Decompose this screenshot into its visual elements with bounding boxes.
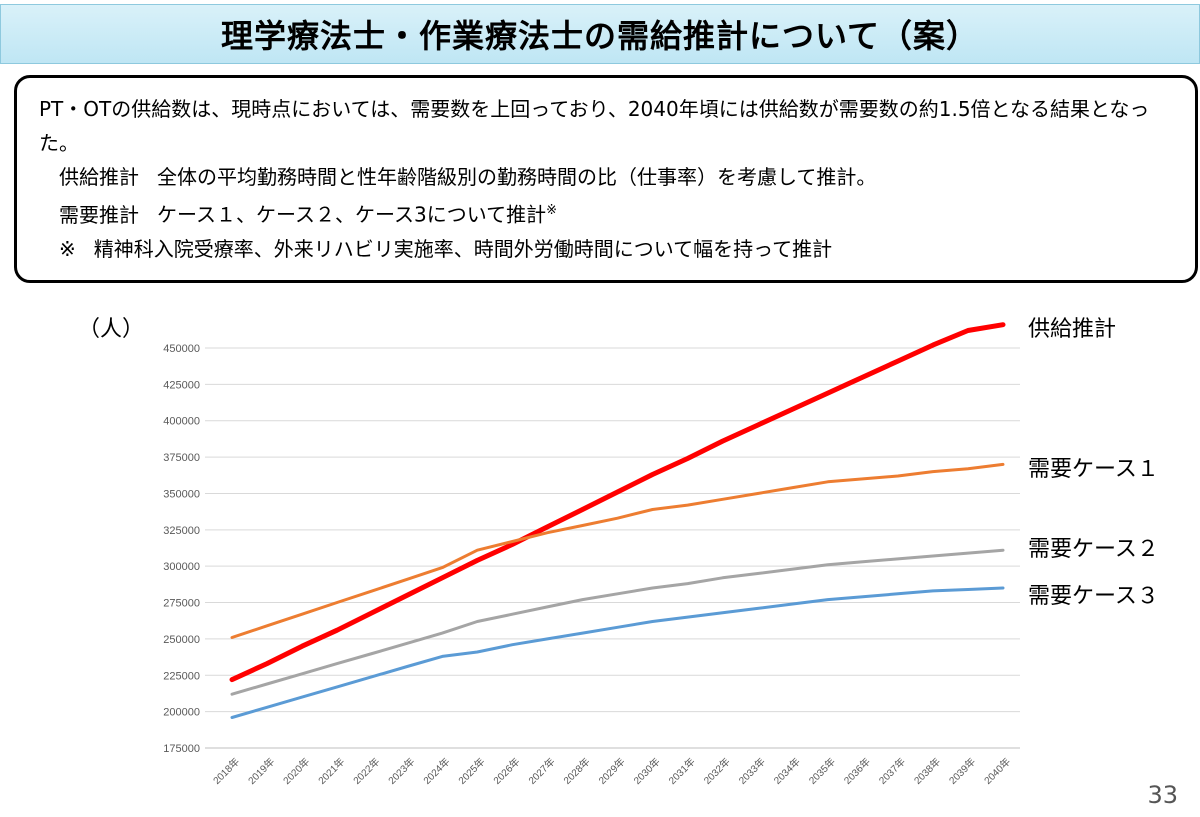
demand-tag: 需要推計 <box>59 202 139 227</box>
title-bar: 理学療法士・作業療法士の需給推計について（案） <box>0 4 1200 64</box>
x-tick-label: 2038年 <box>911 755 943 787</box>
x-tick-label: 2032年 <box>701 755 733 787</box>
y-tick-label: 225000 <box>163 670 200 682</box>
y-unit-label: （人） <box>78 316 144 341</box>
series-lines <box>229 322 1006 719</box>
page-title: 理学療法士・作業療法士の需給推計について（案） <box>220 17 980 55</box>
summary-line: PT・OTの供給数は、現時点においては、需要数を上回っており、2040年頃には供… <box>39 97 1150 155</box>
y-tick-label: 175000 <box>163 743 200 755</box>
x-tick-label: 2020年 <box>280 755 312 787</box>
series-line-2 <box>230 462 1005 639</box>
x-tick-label: 2030年 <box>631 755 663 787</box>
series-label-1: 供給推計 <box>1028 316 1116 341</box>
line-chart: 175000 200000 225000 250000 275000 300000 3250… <box>78 316 1159 787</box>
x-tick-label: 2034年 <box>771 755 803 787</box>
x-tick-label: 2019年 <box>245 755 277 787</box>
demand-text: ケース１、ケース２、ケース3について推計 <box>157 202 547 227</box>
x-tick-label: 2040年 <box>981 755 1013 787</box>
note-text: 精神科入院受療率、外来リハビリ実施率、時間外労働時間について幅を持って推計 <box>93 236 833 261</box>
y-tick-label: 425000 <box>163 379 200 391</box>
series-label-4: 需要ケース３ <box>1028 583 1159 608</box>
x-tick-label: 2018年 <box>210 755 242 787</box>
x-tick-label: 2026年 <box>490 755 522 787</box>
series-line-1 <box>229 322 1006 683</box>
x-tick-label: 2023年 <box>385 755 417 787</box>
y-tick-label: 375000 <box>163 452 200 464</box>
series-label-2: 需要ケース１ <box>1028 456 1159 481</box>
y-tick-label: 200000 <box>163 707 200 719</box>
demand-note-mark: ※ <box>546 203 558 218</box>
x-tick-label: 2039年 <box>946 755 978 787</box>
y-tick-label: 350000 <box>163 488 200 500</box>
x-tick-label: 2028年 <box>561 755 593 787</box>
note-line: ※ 精神科入院受療率、外来リハビリ実施率、時間外労働時間について幅を持って推計 <box>39 232 1175 266</box>
x-tick-label: 2037年 <box>876 755 908 787</box>
y-tick-label: 275000 <box>163 598 200 610</box>
x-tick-label: 2033年 <box>736 755 768 787</box>
x-tick-label: 2035年 <box>806 755 838 787</box>
page-number: 33 <box>1147 781 1178 809</box>
demand-estimate-line: 需要推計 ケース１、ケース２、ケース3について推計※ <box>39 194 1175 232</box>
x-tick-label: 2027年 <box>526 755 558 787</box>
supply-tag: 供給推計 <box>59 165 139 189</box>
y-axis-ticks: 175000 200000 225000 250000 275000 300000 3250… <box>163 343 200 755</box>
series-line-4 <box>230 586 1005 719</box>
x-axis-ticks: 2018年 2019年 2020年 2021年 2022年 2023年 2024年 2025年… <box>210 755 1013 787</box>
x-tick-label: 2021年 <box>315 755 347 787</box>
y-tick-label: 400000 <box>163 416 200 428</box>
series-label-3: 需要ケース２ <box>1028 536 1159 561</box>
series-line-3 <box>230 548 1005 696</box>
note-mark: ※ <box>59 236 76 261</box>
x-tick-label: 2029年 <box>596 755 628 787</box>
x-tick-label: 2025年 <box>455 755 487 787</box>
y-tick-label: 300000 <box>163 561 200 573</box>
x-tick-label: 2031年 <box>666 755 698 787</box>
supply-text: 全体の平均勤務時間と性年齢階級別の勤務時間の比（仕事率）を考慮して推計。 <box>157 165 877 189</box>
summary-box: PT・OTの供給数は、現時点においては、需要数を上回っており、2040年頃には供… <box>14 75 1198 283</box>
gridlines <box>205 347 1020 749</box>
x-tick-label: 2024年 <box>420 755 452 787</box>
y-tick-label: 325000 <box>163 525 200 537</box>
x-tick-label: 2036年 <box>841 755 873 787</box>
y-tick-label: 250000 <box>163 634 200 646</box>
x-tick-label: 2022年 <box>350 755 382 787</box>
y-tick-label: 450000 <box>163 343 200 355</box>
supply-estimate-line: 供給推計 全体の平均勤務時間と性年齢階級別の勤務時間の比（仕事率）を考慮して推計。 <box>39 160 1175 194</box>
